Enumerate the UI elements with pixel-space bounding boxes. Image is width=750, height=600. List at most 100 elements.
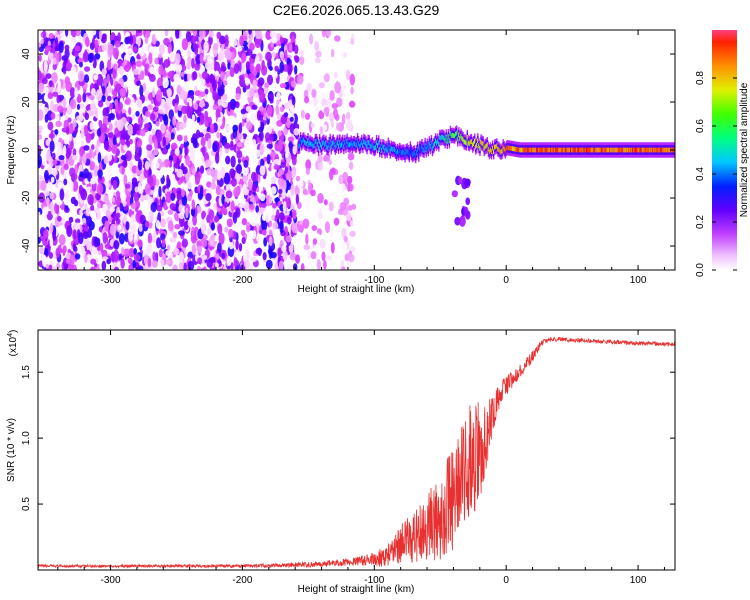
- noise-cell: [70, 140, 74, 150]
- noise-cell: [257, 87, 262, 96]
- noise-cell: [103, 140, 110, 151]
- noise-cell: [187, 251, 194, 259]
- track-core: [572, 147, 574, 153]
- track-core: [345, 142, 347, 148]
- track-core: [426, 143, 428, 149]
- track-core: [303, 137, 305, 143]
- noise-cell: [85, 238, 90, 250]
- track-core: [525, 147, 528, 153]
- track-core: [479, 145, 481, 151]
- noise-cell: [138, 48, 145, 57]
- noise-cell: [54, 45, 59, 52]
- track-core: [312, 143, 314, 149]
- track-core: [330, 144, 332, 150]
- track-core: [390, 145, 393, 151]
- noise-cell: [192, 137, 198, 149]
- noise-cell: [278, 188, 283, 195]
- noise-cell: [322, 124, 328, 131]
- noise-cell: [137, 181, 142, 194]
- noise-cell: [147, 92, 154, 101]
- track-core: [333, 142, 336, 148]
- track-core: [360, 142, 362, 148]
- noise-cell: [106, 258, 111, 265]
- noise-cell: [49, 140, 55, 153]
- noise-cell: [65, 30, 69, 37]
- track-core: [490, 149, 493, 155]
- track-core: [638, 147, 640, 153]
- track-core: [651, 147, 653, 153]
- noise-cell: [162, 69, 167, 78]
- noise-cell: [132, 68, 140, 75]
- noise-cell: [38, 46, 44, 52]
- track-core: [617, 147, 619, 153]
- noise-cell: [199, 65, 206, 74]
- noise-cell: [88, 95, 95, 101]
- noise-cell: [218, 232, 225, 245]
- track-core: [456, 130, 458, 136]
- noise-cell: [157, 170, 164, 179]
- noise-cell: [451, 190, 458, 198]
- noise-cell: [314, 41, 320, 52]
- noise-cell: [230, 262, 234, 270]
- noise-cell: [242, 165, 249, 176]
- noise-cell: [323, 73, 330, 83]
- noise-cell: [266, 74, 274, 86]
- noise-cell: [165, 191, 172, 204]
- noise-cell: [124, 183, 131, 189]
- top-x-tick-label: -200: [232, 275, 252, 286]
- track-core: [653, 147, 655, 153]
- noise-cell: [69, 98, 77, 110]
- track-core: [450, 133, 453, 139]
- track-core: [564, 147, 567, 153]
- bottom-y-tick-label: 1.5: [21, 365, 32, 379]
- noise-cell: [83, 145, 90, 151]
- noise-cell: [48, 32, 54, 39]
- noise-cell: [47, 92, 54, 100]
- noise-cell: [160, 233, 166, 241]
- noise-cell: [152, 260, 158, 268]
- noise-cell: [268, 235, 273, 247]
- noise-cell: [217, 242, 222, 253]
- noise-cell: [245, 135, 251, 145]
- track-core: [587, 147, 590, 153]
- track-core: [346, 138, 348, 144]
- noise-cell: [73, 199, 79, 207]
- track-core: [488, 149, 491, 155]
- track-core: [405, 149, 407, 155]
- track-core: [340, 143, 342, 148]
- noise-cell: [133, 190, 140, 203]
- noise-cell: [181, 38, 189, 51]
- noise-cell: [56, 262, 61, 270]
- noise-cell: [259, 206, 264, 215]
- noise-cell: [192, 168, 196, 176]
- noise-cell: [170, 132, 175, 140]
- noise-cell: [350, 38, 354, 46]
- noise-cell: [155, 120, 160, 127]
- noise-cell: [38, 236, 41, 245]
- track-core: [486, 142, 489, 148]
- noise-cell: [156, 129, 163, 142]
- noise-cell: [81, 217, 87, 224]
- noise-cell: [127, 48, 133, 54]
- noise-cell: [93, 236, 99, 248]
- track-core: [559, 147, 561, 153]
- noise-cell: [68, 133, 72, 142]
- noise-cell: [271, 161, 276, 174]
- noise-cell: [330, 242, 335, 254]
- noise-cell: [349, 73, 356, 86]
- noise-cell: [125, 150, 132, 162]
- track-core: [334, 144, 337, 150]
- noise-cell: [104, 220, 110, 232]
- noise-cell: [126, 36, 132, 43]
- noise-cell: [201, 155, 205, 165]
- track-core: [356, 138, 359, 144]
- track-core: [398, 150, 400, 156]
- noise-cell: [294, 184, 300, 197]
- noise-cell: [186, 50, 192, 56]
- noise-cell: [125, 195, 132, 207]
- noise-cell: [212, 88, 217, 101]
- noise-cell: [69, 87, 76, 99]
- noise-cell: [167, 43, 173, 55]
- noise-cell: [252, 183, 257, 192]
- track-core: [306, 141, 308, 147]
